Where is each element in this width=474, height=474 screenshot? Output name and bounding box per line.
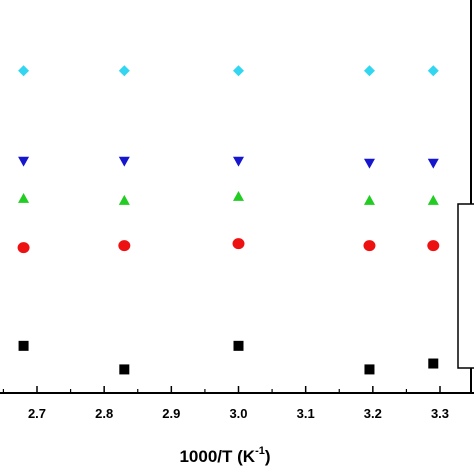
x-ticks — [2, 386, 441, 393]
data-point-diamond — [363, 65, 375, 77]
legend-box — [457, 203, 474, 369]
data-point-square — [364, 364, 375, 375]
data-point-diamond — [233, 65, 244, 77]
data-point-square — [18, 340, 29, 351]
data-point-triangle-down — [233, 156, 244, 167]
data-point-triangle-down — [18, 156, 30, 167]
x-axis-title-close: ) — [265, 447, 271, 466]
data-point-diamond — [427, 65, 439, 77]
x-tick-label: 2.7 — [28, 406, 46, 421]
data-point-triangle-down — [363, 158, 375, 169]
data-point-circle — [118, 240, 131, 252]
data-point-square — [428, 358, 439, 369]
x-tick-label: 3.3 — [431, 406, 449, 421]
data-point-triangle-up — [118, 194, 130, 205]
x-tick-label: 3.1 — [297, 406, 315, 421]
x-axis-title-superscript: -1 — [255, 445, 265, 457]
x-tick-label: 3.0 — [229, 406, 247, 421]
data-point-diamond — [118, 65, 130, 77]
data-markers — [17, 65, 440, 375]
data-point-circle — [363, 240, 376, 252]
data-point-square — [233, 340, 244, 351]
data-point-square — [119, 364, 130, 375]
x-tick-label: 2.8 — [95, 406, 113, 421]
data-point-triangle-up — [18, 192, 30, 203]
data-point-circle — [232, 238, 245, 250]
series-square — [18, 340, 439, 375]
x-tick-label: 2.9 — [162, 406, 180, 421]
series-triangle-up — [18, 191, 439, 205]
series-diamond — [18, 65, 439, 77]
data-point-circle — [427, 240, 440, 252]
data-point-diamond — [18, 65, 30, 77]
data-point-triangle-down — [427, 158, 439, 169]
x-axis-title-main: 1000/T (K — [179, 447, 255, 466]
data-point-triangle-up — [427, 194, 439, 205]
x-axis-title: 1000/T (K-1) — [179, 445, 270, 466]
data-point-triangle-down — [118, 156, 130, 167]
x-tick-labels: 2.7 2.8 2.9 3.0 3.1 3.2 3.3 — [28, 406, 449, 421]
data-point-triangle-up — [363, 194, 375, 205]
series-triangle-down — [18, 156, 439, 169]
x-tick-label: 3.2 — [364, 406, 382, 421]
data-point-circle — [17, 242, 30, 254]
data-point-triangle-up — [233, 191, 244, 201]
series-circle — [17, 238, 440, 254]
